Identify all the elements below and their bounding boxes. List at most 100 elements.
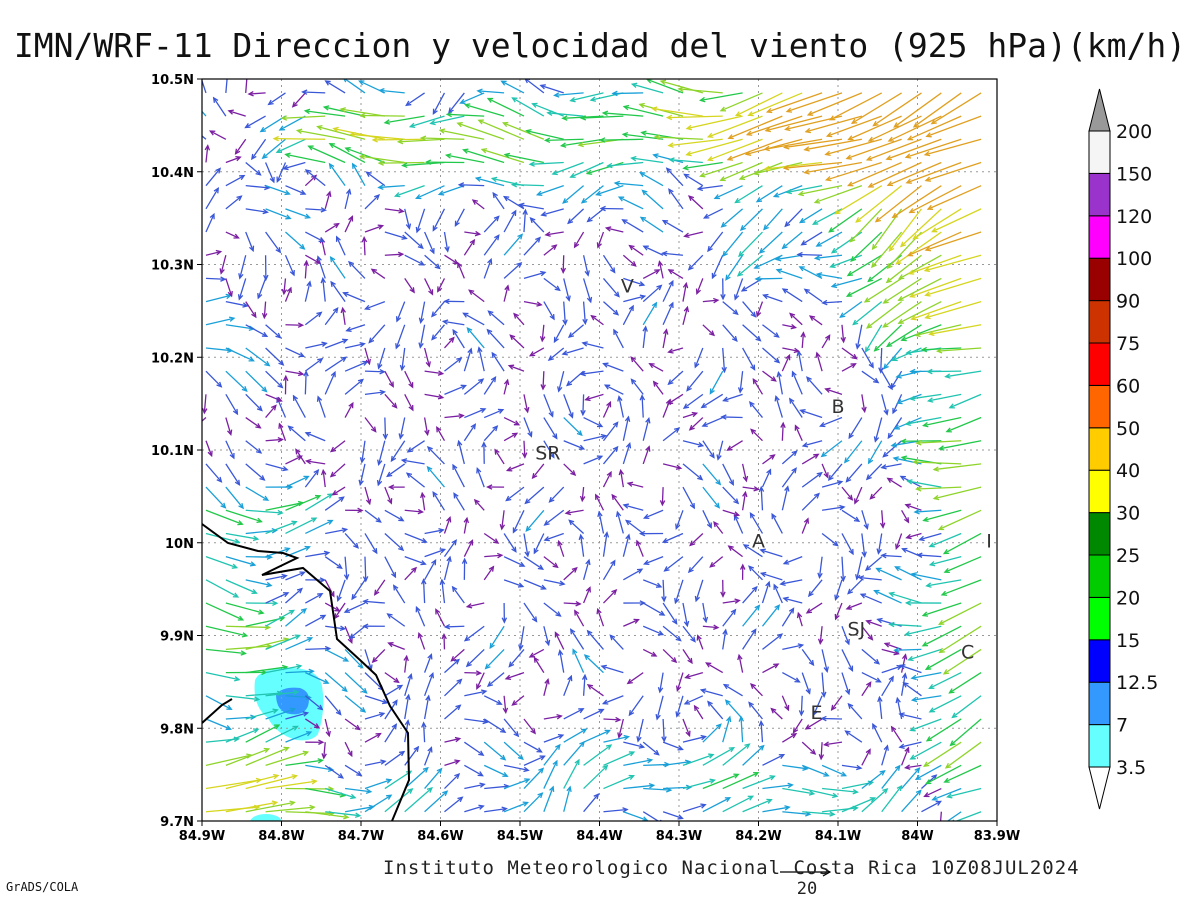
colorbar-label: 200 [1116, 121, 1152, 143]
wind-vector [543, 602, 562, 617]
wind-vector [245, 208, 269, 215]
wind-vector [758, 719, 765, 743]
wind-vector [815, 272, 843, 280]
wind-vector [623, 757, 654, 766]
wind-vector [503, 416, 521, 426]
wind-vector [342, 291, 366, 303]
wind-vector [585, 161, 624, 175]
wind-vector [282, 374, 289, 395]
y-tick-label: 10N [165, 537, 194, 552]
wind-vector [752, 377, 764, 395]
wind-vector [828, 208, 863, 233]
wind-vector [773, 583, 783, 604]
wind-vector [208, 130, 227, 140]
wind-vector [344, 341, 366, 349]
wind-vector [499, 510, 506, 531]
wind-vector [855, 324, 863, 350]
wind-vector [484, 806, 508, 813]
wind-vector [285, 637, 314, 651]
wind-vector [543, 714, 563, 720]
wind-vector [667, 138, 723, 148]
wind-vector [429, 115, 465, 126]
wind-vector [840, 324, 846, 344]
wind-vector [225, 579, 258, 594]
wind-vector [937, 440, 982, 451]
wind-vector [841, 347, 858, 360]
wind-vector [557, 371, 565, 393]
wind-vector [846, 254, 883, 277]
x-tick-label: 84.5W [497, 829, 543, 844]
wind-vector [396, 138, 445, 145]
wind-vector [602, 421, 619, 442]
wind-vector [404, 766, 429, 790]
wind-vector [285, 347, 306, 358]
wind-vector [465, 602, 485, 609]
wind-vector [806, 92, 863, 116]
wind-vector [502, 695, 509, 715]
wind-vector [739, 563, 746, 580]
wind-vector [420, 491, 426, 511]
city-label: A [752, 530, 765, 552]
wind-vector [784, 208, 803, 228]
wind-vector [655, 695, 664, 721]
wind-vector [225, 532, 260, 542]
wind-vector [284, 254, 295, 277]
wind-vector [900, 653, 908, 673]
wind-vector [855, 185, 903, 223]
wind-vector [304, 718, 321, 729]
wind-vector [583, 729, 611, 743]
wind-vector [476, 672, 485, 690]
wind-vector [324, 222, 340, 233]
wind-vector [944, 741, 982, 769]
wind-vector [652, 153, 684, 164]
wind-vector [821, 334, 831, 349]
wind-vector [727, 545, 743, 558]
wind-vector [761, 468, 772, 488]
wind-vector [928, 672, 962, 689]
wind-vector [285, 668, 315, 675]
wind-vector [476, 88, 505, 94]
wind-vector [501, 121, 545, 140]
wind-vector [324, 190, 332, 210]
wind-vector [437, 278, 446, 293]
wind-vector [854, 486, 863, 505]
wind-vector [702, 773, 740, 790]
wind-vector [364, 794, 393, 813]
wind-vector [900, 324, 942, 342]
colorbar-swatch [1088, 639, 1111, 683]
colorbar-swatch [1088, 384, 1111, 429]
wind-vector [683, 231, 703, 239]
wind-vector [820, 715, 842, 722]
wind-vector [443, 231, 450, 253]
wind-vector [742, 324, 762, 342]
wind-vector [483, 741, 507, 761]
wind-vector [423, 347, 431, 368]
wind-vector [305, 614, 327, 627]
wind-vector [737, 371, 744, 394]
wind-vector [481, 441, 487, 464]
wind-vector [898, 741, 922, 749]
wind-vector [796, 251, 823, 258]
wind-vector [272, 135, 326, 142]
wind-vector [244, 115, 266, 129]
wind-vector [801, 741, 817, 755]
colorbar-label: 40 [1116, 460, 1140, 482]
wind-vector [444, 254, 459, 265]
wind-vector [904, 764, 922, 770]
wind-vector [344, 695, 367, 713]
wind-vector [305, 254, 321, 264]
wind-vector [287, 425, 306, 442]
wind-vector [503, 741, 524, 761]
wind-vector [424, 231, 435, 255]
wind-vector [476, 467, 485, 488]
wind-vector [829, 254, 863, 268]
wind-vector [682, 625, 696, 643]
wind-vector [798, 266, 823, 279]
wind-vector [895, 370, 922, 379]
wind-vector [219, 255, 227, 275]
colorbar-label: 30 [1116, 503, 1140, 525]
wind-vector [720, 579, 726, 598]
wind-vector [564, 509, 584, 516]
wind-vector [463, 539, 474, 557]
wind-vector [864, 324, 883, 353]
